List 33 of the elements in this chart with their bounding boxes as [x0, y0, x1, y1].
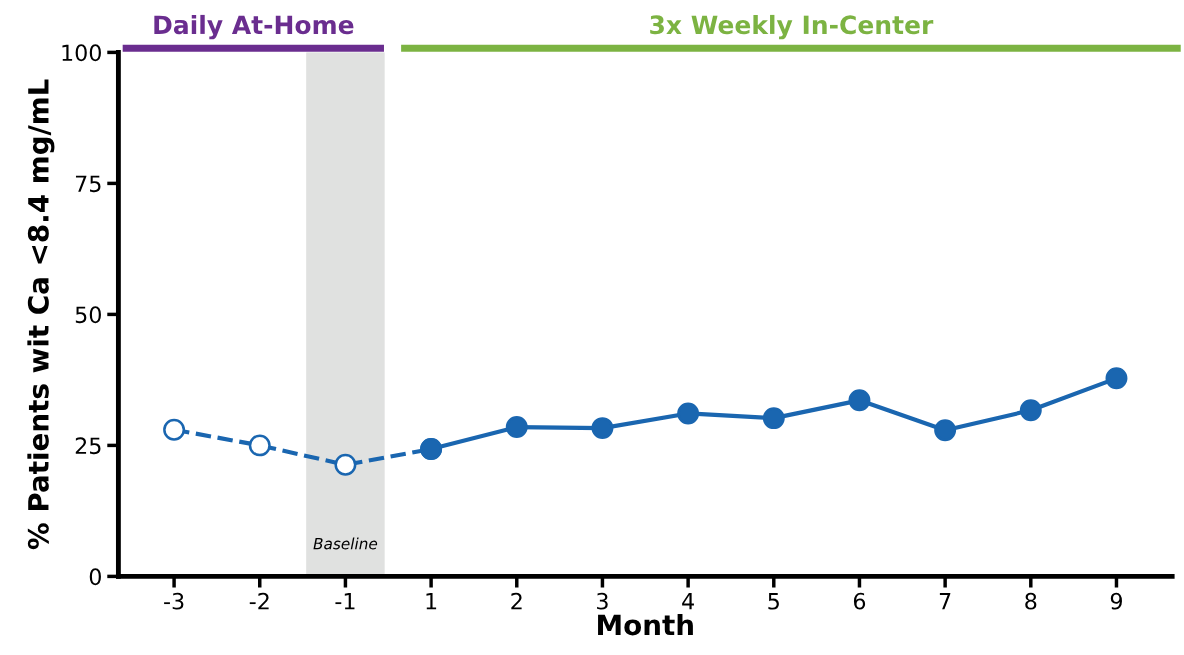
point	[591, 417, 614, 440]
point	[1105, 367, 1128, 390]
x-tick-label: 7	[939, 593, 951, 610]
y-tick-label: 75	[75, 175, 101, 193]
x-tick-label: 2	[511, 592, 522, 610]
point	[334, 453, 357, 476]
y-tick-label: 100	[62, 44, 101, 62]
y-tick-label: 50	[75, 306, 101, 324]
x-tick-label: 8	[1025, 592, 1037, 610]
point	[848, 389, 871, 412]
point	[505, 416, 528, 439]
x-tick-label: 9	[1110, 592, 1122, 610]
y-tick-label: 25	[75, 437, 101, 455]
y-axis-title: % Patients wit Ca <8.4 mg/mL	[27, 79, 55, 550]
x-tick-label: 6	[853, 592, 866, 610]
point	[762, 407, 785, 430]
point	[934, 419, 957, 442]
x-tick-label: 4	[682, 593, 694, 610]
x-tick-label: -2	[249, 592, 269, 610]
y-tick-label: 0	[89, 568, 101, 586]
point	[677, 402, 700, 425]
point	[1019, 399, 1042, 422]
x-axis-title: Month	[598, 613, 693, 636]
x-tick-label: 3	[597, 592, 608, 610]
x-tick-label: 1	[426, 593, 437, 610]
text: Daily At-Home	[154, 14, 354, 40]
x-tick-label: -1	[335, 593, 355, 610]
x-tick-label: 5	[768, 593, 779, 610]
point	[248, 434, 271, 457]
text: 3x Weekly In-Center	[650, 14, 934, 40]
point	[163, 418, 186, 441]
x-tick-label: -3	[164, 592, 184, 610]
band-label: Baseline	[313, 537, 378, 550]
